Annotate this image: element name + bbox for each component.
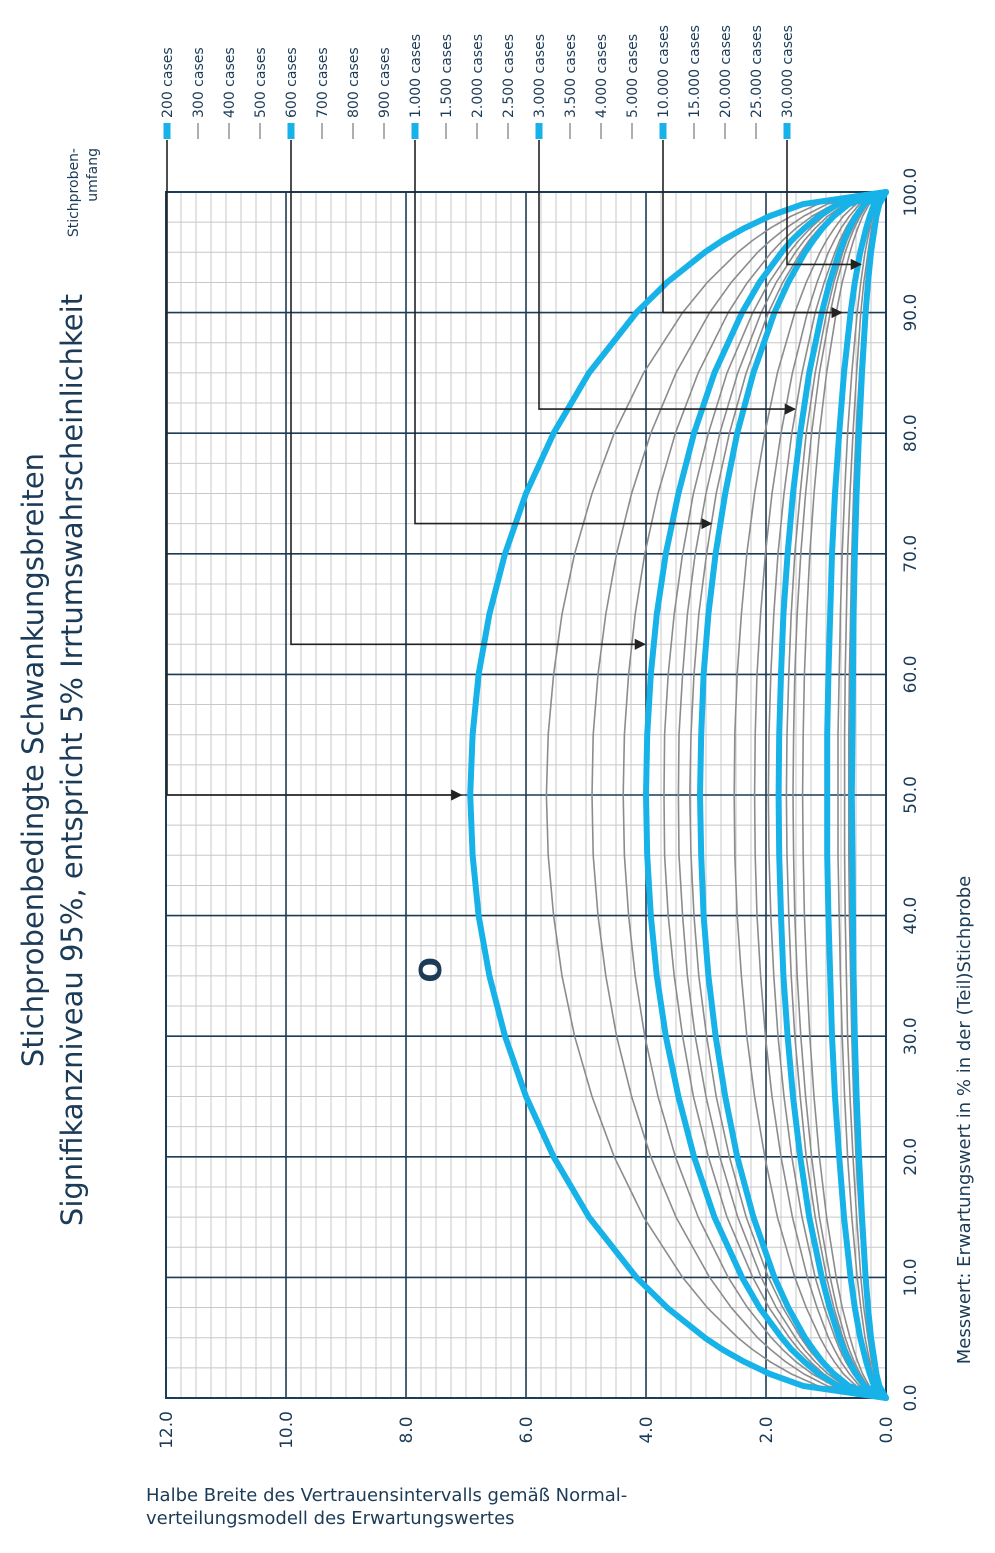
series-line-3000 [775,189,889,1401]
series-line-1500 [733,191,887,1399]
series-line-10000 [824,189,889,1401]
x-tick-label: 20.0 [901,1138,921,1176]
annotation-arrow [414,140,713,530]
y-tick-label: 6.0 [517,1416,537,1443]
x-axis-title: Messwert: Erwartungswert in % in der (Te… [954,876,975,1364]
y-axis-title: Halbe Breite des Vertrauensintervalls ge… [146,1485,627,1506]
marker-o: O [414,957,449,983]
annotation-arrow [290,140,646,650]
annotation-arrows [166,140,862,801]
legend-label: 4.000 cases [594,34,610,118]
x-tick-label: 50.0 [901,776,921,814]
legend-label: 5.000 cases [625,34,641,118]
legend-label: 300 cases [191,47,207,118]
legend-label: 800 cases [346,47,362,118]
legend: 200 cases 300 cases 400 cases 500 cases 600 … [66,25,796,237]
x-tick-label: 90.0 [901,294,921,332]
legend-label: 1.000 cases [408,34,424,118]
x-tick-label: 40.0 [901,897,921,935]
legend-label: 3.500 cases [563,34,579,118]
plot-frame [165,191,887,1399]
series-line-2000 [753,191,887,1399]
legend-title: umfang [85,148,101,202]
series-line-4000 [792,191,887,1399]
legend-label: 20.000 cases [718,25,734,118]
legend-label: 2.000 cases [470,34,486,118]
series-line-900 [689,191,887,1399]
annotation-arrow [538,140,796,415]
legend-title: Stichproben- [66,148,82,237]
annotation-arrow [662,140,843,319]
legend-label: 10.000 cases [656,25,672,118]
series-line-1000 [697,189,889,1401]
chart-subtitle: Signifikanzniveau 95%, entspricht 5% Irr… [55,294,89,1226]
series-line-5000 [801,191,887,1399]
annotation-arrow [166,140,463,801]
legend-label: 900 cases [377,47,393,118]
series-line-2500 [767,191,887,1399]
y-tick-label: 8.0 [397,1416,417,1443]
x-tick-label: 80.0 [901,414,921,452]
tick-labels: 0.0 10.0 20.0 30.0 40.0 50.0 60.0 70.0 80.0 90.0 1… [157,168,921,1449]
y-tick-label: 0.0 [877,1416,897,1443]
x-tick-label: 100.0 [901,168,921,217]
x-tick-label: 60.0 [901,655,921,693]
legend-label: 2.500 cases [501,34,517,118]
series-line-600 [643,189,889,1401]
x-tick-label: 30.0 [901,1017,921,1055]
x-tick-label: 70.0 [901,535,921,573]
legend-label: 15.000 cases [687,25,703,118]
y-axis-title: verteilungsmodell des Erwartungswertes [146,1508,515,1529]
legend-label: 30.000 cases [780,25,796,118]
y-tick-label: 12.0 [157,1411,177,1449]
series-line-200 [467,189,889,1401]
series-line-700 [663,191,887,1399]
series-line-15000 [837,191,887,1399]
legend-label: 700 cases [315,47,331,118]
legend-label: 500 cases [253,47,269,118]
series-line-3500 [785,191,887,1399]
chart-title: Stichprobenbedingte Schwankungsbreiten [16,453,50,1067]
legend-label: 600 cases [284,47,300,118]
series-curves [467,189,889,1401]
series-line-500 [622,191,887,1399]
y-tick-label: 4.0 [637,1416,657,1443]
y-tick-label: 10.0 [277,1411,297,1449]
legend-label: 1.500 cases [439,34,455,118]
legend-label: 3.000 cases [532,34,548,118]
series-line-300 [545,191,887,1399]
series-line-30000 [848,189,889,1401]
legend-label: 400 cases [222,47,238,118]
y-tick-label: 2.0 [757,1416,777,1443]
x-tick-label: 0.0 [901,1384,921,1411]
series-line-400 [591,191,887,1399]
legend-label: 25.000 cases [749,25,765,118]
legend-label: 200 cases [160,47,176,118]
x-tick-label: 10.0 [901,1258,921,1296]
annotation-arrow [786,140,862,270]
series-line-800 [677,191,887,1399]
